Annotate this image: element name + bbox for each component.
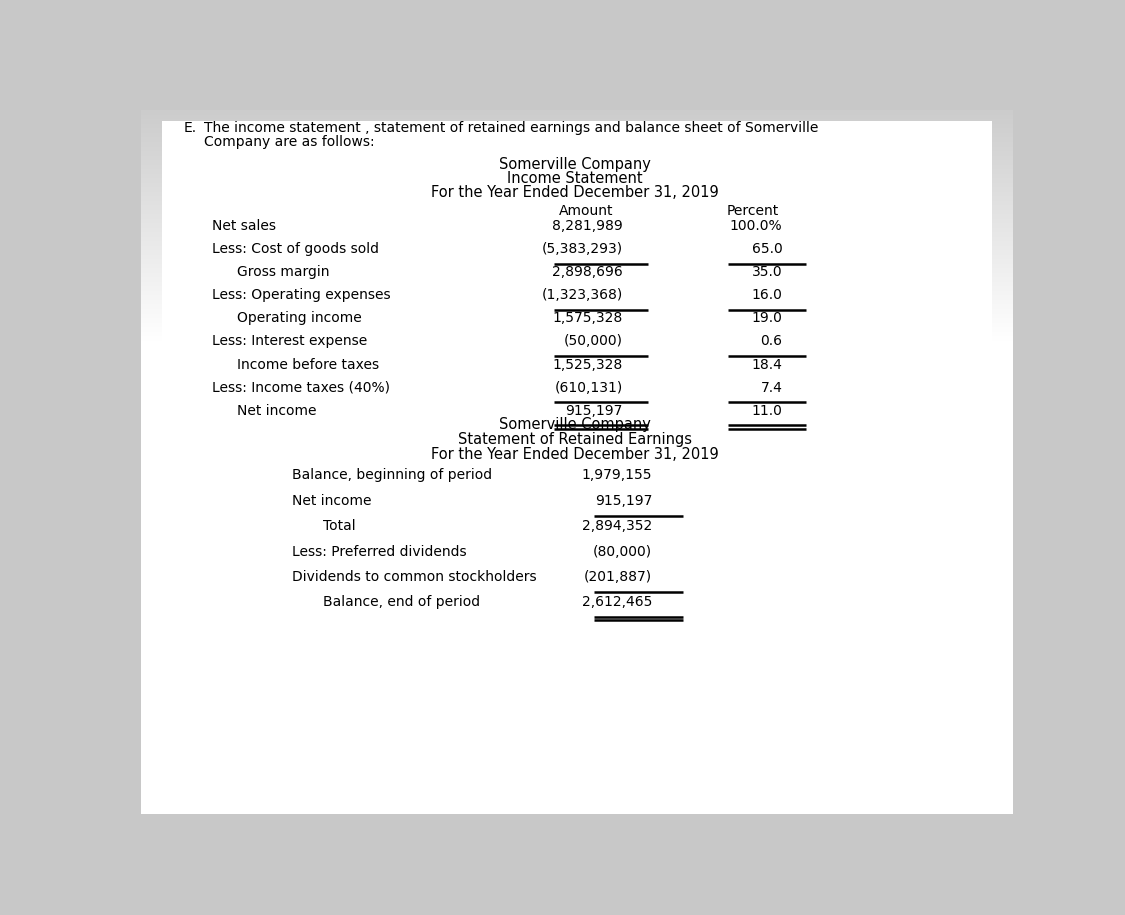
Text: For the Year Ended December 31, 2019: For the Year Ended December 31, 2019 — [431, 447, 719, 461]
Text: Gross margin: Gross margin — [236, 265, 330, 279]
Text: (50,000): (50,000) — [564, 334, 622, 349]
Text: Operating income: Operating income — [236, 311, 361, 326]
Text: 1,575,328: 1,575,328 — [552, 311, 622, 326]
Text: 2,612,465: 2,612,465 — [582, 596, 652, 609]
Text: 8,281,989: 8,281,989 — [552, 219, 622, 233]
Text: Less: Preferred dividends: Less: Preferred dividends — [291, 544, 467, 559]
Text: Net sales: Net sales — [212, 219, 276, 233]
Text: 35.0: 35.0 — [752, 265, 782, 279]
Text: Less: Operating expenses: Less: Operating expenses — [212, 288, 390, 302]
Text: Income Statement: Income Statement — [506, 171, 642, 186]
Bar — [141, 340, 1012, 814]
Text: (5,383,293): (5,383,293) — [541, 242, 622, 256]
Text: 7.4: 7.4 — [760, 381, 782, 394]
Text: Less: Cost of goods sold: Less: Cost of goods sold — [212, 242, 379, 256]
Text: 18.4: 18.4 — [752, 358, 782, 371]
Text: 1,525,328: 1,525,328 — [552, 358, 622, 371]
Text: 16.0: 16.0 — [752, 288, 782, 302]
Text: 2,898,696: 2,898,696 — [552, 265, 622, 279]
Text: 65.0: 65.0 — [752, 242, 782, 256]
Text: Amount: Amount — [559, 204, 613, 219]
Text: Net income: Net income — [236, 404, 316, 418]
Text: Company are as follows:: Company are as follows: — [204, 135, 375, 149]
Text: Balance, beginning of period: Balance, beginning of period — [291, 468, 492, 482]
Text: Less: Interest expense: Less: Interest expense — [212, 334, 367, 349]
Text: For the Year Ended December 31, 2019: For the Year Ended December 31, 2019 — [431, 185, 719, 199]
Text: Income before taxes: Income before taxes — [236, 358, 379, 371]
Text: 915,197: 915,197 — [565, 404, 622, 418]
Text: 1,979,155: 1,979,155 — [582, 468, 652, 482]
Text: 915,197: 915,197 — [595, 494, 652, 508]
Text: Net income: Net income — [291, 494, 371, 508]
Text: (80,000): (80,000) — [593, 544, 652, 559]
Text: Dividends to common stockholders: Dividends to common stockholders — [291, 570, 537, 584]
Text: 19.0: 19.0 — [752, 311, 782, 326]
Text: Percent: Percent — [727, 204, 778, 219]
Text: Somerville Company: Somerville Company — [498, 417, 650, 433]
Text: Total: Total — [323, 519, 356, 533]
Text: (610,131): (610,131) — [555, 381, 622, 394]
Text: Somerville Company: Somerville Company — [498, 157, 650, 172]
Text: The income statement , statement of retained earnings and balance sheet of Somer: The income statement , statement of reta… — [204, 121, 819, 135]
Text: E.: E. — [183, 121, 197, 135]
Text: (1,323,368): (1,323,368) — [541, 288, 622, 302]
Text: 0.6: 0.6 — [760, 334, 782, 349]
Text: Balance, end of period: Balance, end of period — [323, 596, 480, 609]
Text: 11.0: 11.0 — [752, 404, 782, 418]
Text: Statement of Retained Earnings: Statement of Retained Earnings — [458, 432, 692, 447]
Text: (201,887): (201,887) — [584, 570, 652, 584]
Text: 2,894,352: 2,894,352 — [582, 519, 652, 533]
Text: Less: Income taxes (40%): Less: Income taxes (40%) — [212, 381, 390, 394]
Text: 100.0%: 100.0% — [730, 219, 782, 233]
